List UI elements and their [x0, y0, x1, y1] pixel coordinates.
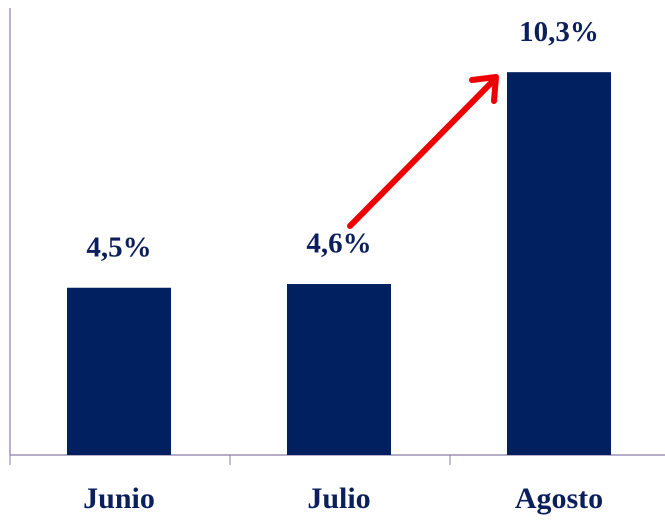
bar — [507, 72, 611, 455]
bar — [287, 284, 391, 455]
bar — [67, 287, 171, 455]
x-tick-label: Junio — [83, 482, 155, 515]
data-label: 4,5% — [86, 231, 151, 263]
data-label: 4,6% — [306, 228, 371, 260]
x-tick-label: Agosto — [515, 482, 603, 515]
arrow-shaft — [347, 79, 495, 229]
x-tick-label: Julio — [307, 482, 370, 515]
arrow-head — [469, 74, 499, 104]
data-label: 10,3% — [519, 16, 599, 48]
arrow — [347, 74, 499, 229]
